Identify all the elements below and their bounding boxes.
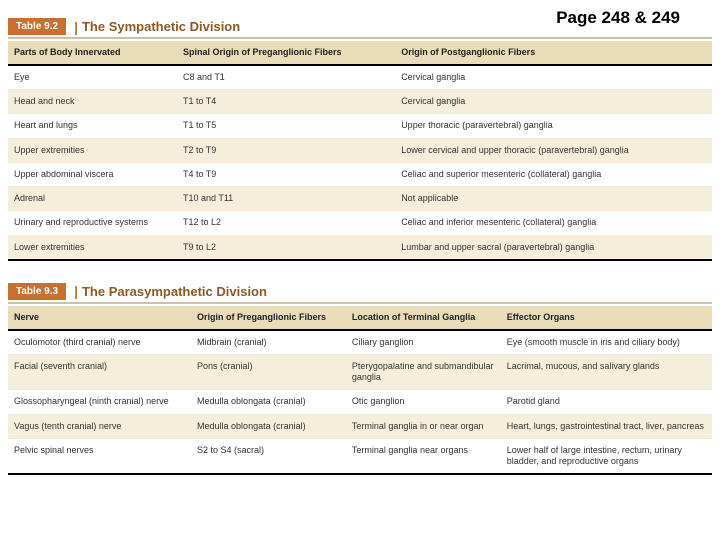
table2-header-nerve: Nerve <box>8 306 191 330</box>
cell: Eye <box>8 65 177 90</box>
table-row: Lower extremities T9 to L2 Lumbar and up… <box>8 235 712 260</box>
page-reference: Page 248 & 249 <box>556 8 680 28</box>
cell: Glossopharyngeal (ninth cranial) nerve <box>8 390 191 414</box>
cell: Pons (cranial) <box>191 354 346 390</box>
cell: T4 to T9 <box>177 162 395 186</box>
cell: Oculomotor (third cranial) nerve <box>8 330 191 355</box>
cell: Not applicable <box>395 187 712 211</box>
table1-badge: Table 9.2 <box>8 18 66 35</box>
cell: T9 to L2 <box>177 235 395 260</box>
table2-header-effector: Effector Organs <box>501 306 712 330</box>
table2-header-row: Nerve Origin of Preganglionic Fibers Loc… <box>8 306 712 330</box>
cell: Parotid gland <box>501 390 712 414</box>
cell: Lacrimal, mucous, and salivary glands <box>501 354 712 390</box>
cell: Lower extremities <box>8 235 177 260</box>
cell: Adrenal <box>8 187 177 211</box>
table-row: Vagus (tenth cranial) nerve Medulla oblo… <box>8 414 712 438</box>
cell: Lumbar and upper sacral (paravertebral) … <box>395 235 712 260</box>
table1-header-spinal: Spinal Origin of Preganglionic Fibers <box>177 41 395 65</box>
cell: Terminal ganglia near organs <box>346 438 501 474</box>
cell: Cervical ganglia <box>395 65 712 90</box>
cell: T2 to T9 <box>177 138 395 162</box>
table2-badge: Table 9.3 <box>8 283 66 300</box>
table1: Parts of Body Innervated Spinal Origin o… <box>8 41 712 261</box>
cell: Eye (smooth muscle in iris and ciliary b… <box>501 330 712 355</box>
cell: Vagus (tenth cranial) nerve <box>8 414 191 438</box>
table2-title: The Parasympathetic Division <box>82 284 267 299</box>
table-row: Urinary and reproductive systems T12 to … <box>8 211 712 235</box>
cell: Upper abdominal viscera <box>8 162 177 186</box>
cell: Head and neck <box>8 90 177 114</box>
cell: Upper thoracic (paravertebral) ganglia <box>395 114 712 138</box>
table2-separator: | <box>74 283 78 299</box>
cell: Lower cervical and upper thoracic (parav… <box>395 138 712 162</box>
table-row: Eye C8 and T1 Cervical ganglia <box>8 65 712 90</box>
cell: T1 to T4 <box>177 90 395 114</box>
cell: T10 and T11 <box>177 187 395 211</box>
cell: T1 to T5 <box>177 114 395 138</box>
table-row: Heart and lungs T1 to T5 Upper thoracic … <box>8 114 712 138</box>
cell: Pterygopalatine and submandibular gangli… <box>346 354 501 390</box>
table2: Nerve Origin of Preganglionic Fibers Loc… <box>8 306 712 476</box>
table2-title-bar: Table 9.3 | The Parasympathetic Division <box>8 279 712 304</box>
table-row: Glossopharyngeal (ninth cranial) nerve M… <box>8 390 712 414</box>
cell: Facial (seventh cranial) <box>8 354 191 390</box>
table2-header-origin: Origin of Preganglionic Fibers <box>191 306 346 330</box>
table-row: Upper extremities T2 to T9 Lower cervica… <box>8 138 712 162</box>
cell: Ciliary ganglion <box>346 330 501 355</box>
table-row: Oculomotor (third cranial) nerve Midbrai… <box>8 330 712 355</box>
cell: S2 to S4 (sacral) <box>191 438 346 474</box>
table-row: Facial (seventh cranial) Pons (cranial) … <box>8 354 712 390</box>
table2-header-location: Location of Terminal Ganglia <box>346 306 501 330</box>
cell: Celiac and superior mesenteric (collater… <box>395 162 712 186</box>
cell: C8 and T1 <box>177 65 395 90</box>
cell: Heart, lungs, gastrointestinal tract, li… <box>501 414 712 438</box>
table-row: Adrenal T10 and T11 Not applicable <box>8 187 712 211</box>
cell: Cervical ganglia <box>395 90 712 114</box>
cell: Celiac and inferior mesenteric (collater… <box>395 211 712 235</box>
table-sympathetic: Table 9.2 | The Sympathetic Division Par… <box>8 0 712 261</box>
table1-header-row: Parts of Body Innervated Spinal Origin o… <box>8 41 712 65</box>
table1-header-parts: Parts of Body Innervated <box>8 41 177 65</box>
cell: Medulla oblongata (cranial) <box>191 414 346 438</box>
table-row: Head and neck T1 to T4 Cervical ganglia <box>8 90 712 114</box>
table1-title: The Sympathetic Division <box>82 19 240 34</box>
cell: Midbrain (cranial) <box>191 330 346 355</box>
cell: T12 to L2 <box>177 211 395 235</box>
cell: Upper extremities <box>8 138 177 162</box>
table1-header-postganglionic: Origin of Postganglionic Fibers <box>395 41 712 65</box>
cell: Lower half of large intestine, rectum, u… <box>501 438 712 474</box>
table1-separator: | <box>74 19 78 35</box>
cell: Medulla oblongata (cranial) <box>191 390 346 414</box>
cell: Terminal ganglia in or near organ <box>346 414 501 438</box>
table-row: Pelvic spinal nerves S2 to S4 (sacral) T… <box>8 438 712 474</box>
table-parasympathetic: Table 9.3 | The Parasympathetic Division… <box>8 279 712 476</box>
cell: Urinary and reproductive systems <box>8 211 177 235</box>
cell: Heart and lungs <box>8 114 177 138</box>
cell: Otic ganglion <box>346 390 501 414</box>
table-row: Upper abdominal viscera T4 to T9 Celiac … <box>8 162 712 186</box>
cell: Pelvic spinal nerves <box>8 438 191 474</box>
